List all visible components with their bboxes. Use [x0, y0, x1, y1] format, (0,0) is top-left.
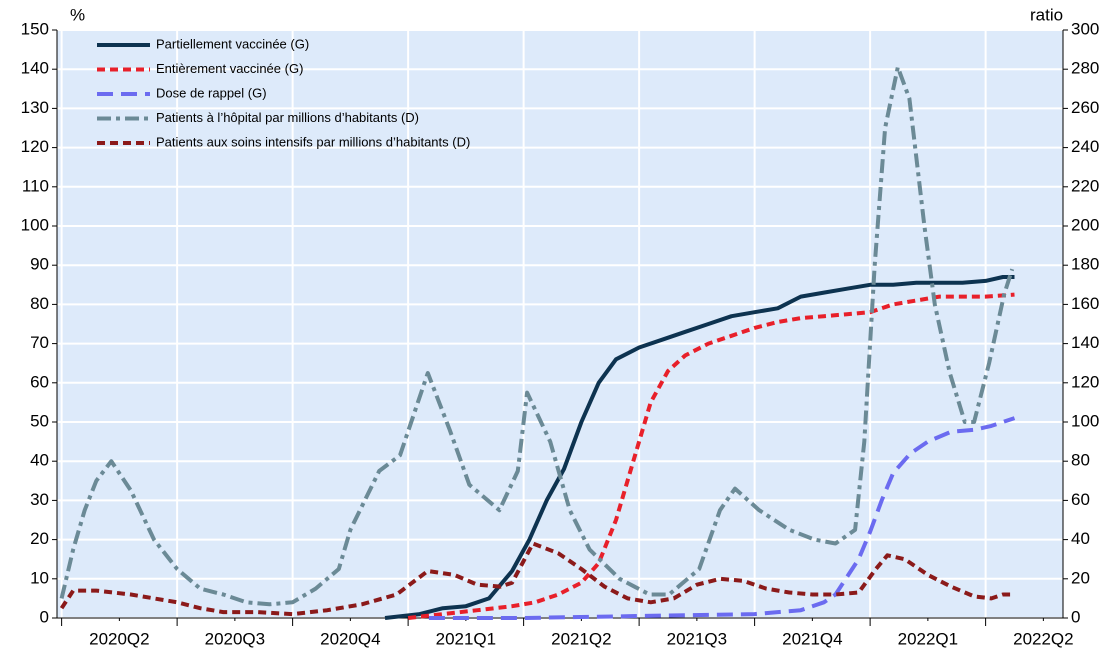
legend-label: Patients aux soins intensifs par million…: [156, 134, 470, 149]
y2-tick-label: 80: [1071, 451, 1090, 470]
y-tick-label: 120: [21, 137, 49, 156]
legend-label: Partiellement vaccinée (G): [156, 36, 309, 51]
y-tick-label: 90: [30, 255, 49, 274]
plot-area: [57, 30, 1063, 618]
legend-label: Dose de rappel (G): [156, 85, 267, 100]
legend-label: Entièrement vaccinée (G): [156, 61, 303, 76]
y-tick-label: 10: [30, 568, 49, 587]
y-tick-label: 140: [21, 59, 49, 78]
y-tick-label: 110: [22, 176, 49, 195]
x-tick-label: 2021Q2: [551, 629, 612, 648]
y2-tick-label: 100: [1071, 411, 1099, 430]
x-tick-label: 2021Q3: [667, 629, 728, 648]
y2-tick-label: 240: [1071, 137, 1099, 156]
y2-tick-label: 120: [1071, 372, 1099, 391]
y2-tick-label: 280: [1071, 59, 1099, 78]
y-tick-label: 60: [30, 372, 49, 391]
x-tick-label: 2022Q2: [1013, 629, 1074, 648]
y2-tick-label: 20: [1071, 568, 1090, 587]
x-tick-label: 2022Q1: [898, 629, 959, 648]
y2-tick-label: 40: [1071, 529, 1090, 548]
x-tick-label: 2020Q3: [205, 629, 266, 648]
y2-tick-label: 200: [1071, 215, 1099, 234]
y2-tick-label: 260: [1071, 98, 1099, 117]
series-line: [384, 275, 1015, 620]
y-tick-label: 70: [30, 333, 49, 352]
series-line: [428, 416, 1016, 620]
y2-axis-label: ratio: [1030, 5, 1063, 24]
x-tick-label: 2020Q4: [320, 629, 381, 648]
series-line: [407, 292, 1015, 620]
y2-tick-label: 160: [1071, 294, 1099, 313]
y2-tick-label: 220: [1071, 176, 1099, 195]
x-tick-label: 2020Q2: [89, 629, 150, 648]
series-line: [59, 541, 1015, 617]
y2-tick-label: 180: [1071, 255, 1099, 274]
y-tick-label: 0: [40, 607, 49, 626]
x-tick-label: 2021Q1: [436, 629, 497, 648]
x-tick-label: 2021Q4: [782, 629, 843, 648]
y-tick-label: 30: [30, 490, 49, 509]
y2-tick-label: 60: [1071, 490, 1090, 509]
y-tick-label: 80: [30, 294, 49, 313]
series-line: [59, 65, 1015, 607]
y-tick-label: 150: [21, 19, 49, 38]
y2-tick-label: 0: [1071, 607, 1080, 626]
y-tick-label: 40: [30, 451, 49, 470]
y-tick-label: 20: [30, 529, 49, 548]
y-axis-label: %: [70, 5, 85, 24]
legend-label: Patients à l’hôpital par millions d’habi…: [156, 110, 419, 125]
y2-tick-label: 300: [1071, 19, 1099, 38]
y-tick-label: 130: [21, 98, 49, 117]
y-tick-label: 50: [30, 411, 49, 430]
y-tick-label: 100: [21, 215, 49, 234]
y2-tick-label: 140: [1071, 333, 1099, 352]
